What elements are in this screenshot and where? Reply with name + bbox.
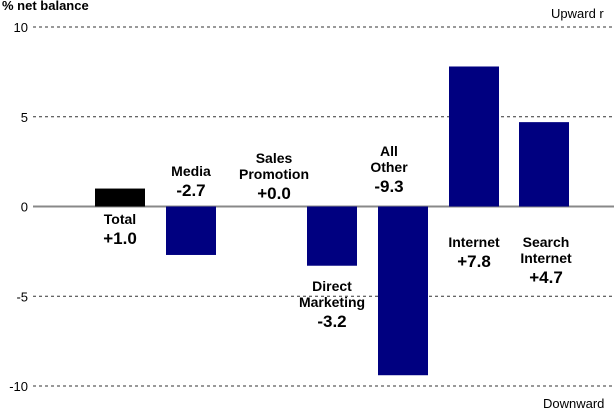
category-label: Marketing [299, 294, 365, 310]
category-label: Promotion [239, 166, 309, 182]
y-tick-label: 10 [14, 20, 28, 35]
value-label: +1.0 [103, 229, 137, 248]
value-label: +7.8 [457, 252, 491, 271]
value-label: +0.0 [257, 184, 291, 203]
y-tick-label: 0 [21, 200, 28, 215]
category-label: Search [523, 234, 570, 250]
category-label: All [380, 143, 398, 159]
bar-direct-marketing [307, 206, 357, 266]
bar-internet [449, 66, 499, 207]
category-label: Media [171, 163, 211, 179]
bar-search-internet [519, 122, 569, 207]
value-label: -9.3 [374, 177, 403, 196]
y-tick-label: 5 [21, 110, 28, 125]
value-label: +4.7 [529, 268, 563, 287]
y-axis-label: % net balance [2, 0, 89, 13]
upward-annotation: Upward r [551, 6, 604, 21]
y-tick-label: -5 [16, 289, 28, 304]
bars [95, 66, 569, 376]
value-label: -3.2 [317, 312, 346, 331]
category-label: Sales [256, 150, 293, 166]
bar-all-other [378, 206, 428, 376]
downward-annotation: Downward [543, 396, 604, 410]
bar-total [95, 188, 145, 207]
category-label: Internet [448, 234, 500, 250]
category-label: Internet [520, 250, 572, 266]
value-label: -2.7 [176, 181, 205, 200]
y-ticks: 10 5 0 -5 -10 [9, 20, 28, 394]
bar-media [166, 206, 216, 255]
category-label: Total [104, 211, 136, 227]
category-label: Direct [312, 278, 352, 294]
y-tick-label: -10 [9, 379, 28, 394]
category-label: Other [370, 159, 408, 175]
